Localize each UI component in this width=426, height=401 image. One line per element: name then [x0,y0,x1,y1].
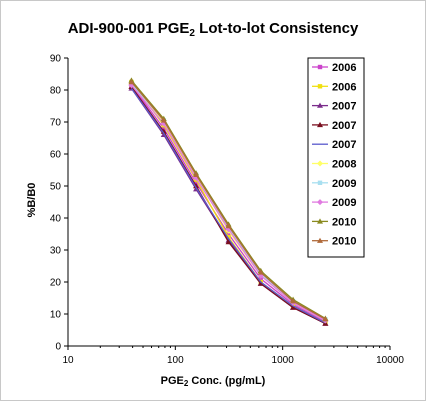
data-point [290,304,297,310]
y-tick-label: 30 [50,246,62,257]
legend-swatch-marker [317,237,323,243]
x-tick-label: 1000 [272,355,295,366]
series-line [130,86,326,325]
legend-swatch-marker [317,199,323,206]
legend-swatch-marker [317,102,323,108]
series-2007-4 [130,88,326,324]
legend: 2006 2006 2007 2007 2007 2008 2009 2009 2010 2010 [307,57,365,258]
x-axis-label: PGE2 Conc. (pg/mL) [0,375,426,388]
y-tick-label: 0 [55,342,61,353]
y-axis-label: %B/B0 [26,183,38,218]
y-tick-label: 80 [50,86,62,97]
y-tick-label: 70 [50,118,62,129]
legend-label: 2007 [332,139,356,151]
legend-label: 2009 [332,178,356,190]
legend-swatch-marker [317,64,323,70]
data-point [258,276,263,281]
chart-title: ADI-900-001 PGE2 Lot-to-lot Consistency [0,20,426,39]
data-point [193,171,200,177]
x-tick-label: 10 [62,355,74,366]
y-tick-label: 50 [50,182,62,193]
legend-swatch-marker [317,180,323,185]
data-point [225,223,232,229]
y-tick-label: 60 [50,150,62,161]
legend-swatch-marker [317,160,323,167]
series-line [130,88,326,324]
legend-label: 2007 [332,120,356,132]
x-tick-label: 100 [167,355,184,366]
chart-title-suffix: Lot-to-lot Consistency [194,20,359,37]
legend-item: 2009 [312,197,356,209]
legend-label: 2008 [332,159,356,171]
legend-item: 2006 [312,81,356,93]
series-line [130,84,326,321]
chart-title-subscript: 2 [189,28,195,39]
series-2007-3 [128,83,329,326]
y-axis-ticks: 0 10 20 30 40 50 60 70 80 90 [50,54,68,353]
data-point [257,269,264,275]
data-point [322,316,329,322]
legend-label: 2007 [332,101,356,113]
legend-box [307,57,365,258]
legend-item: 2010 [312,236,356,248]
x-axis-label-prefix: PGE [160,375,184,387]
data-point [193,183,200,189]
legend-swatch-marker [317,218,323,224]
data-point [128,79,135,85]
data-point [160,128,167,134]
y-tick-label: 20 [50,278,62,289]
legend-label: 2009 [332,197,356,209]
legend-item: 2007 [312,120,356,132]
legend-item: 2007 [312,101,356,113]
legend-item: 2010 [312,216,356,228]
series-2010-9 [128,79,329,322]
data-point [193,180,199,185]
data-point [226,235,231,240]
legend-item: 2006 [312,62,356,74]
data-point [257,280,264,286]
legend-swatch-marker [317,121,323,128]
legend-label: 2010 [332,236,356,248]
x-axis-label-suffix: Conc. (pg/mL) [188,375,266,387]
series-line [130,81,326,320]
data-point [161,126,166,131]
legend-swatch-marker [317,84,323,89]
y-tick-label: 90 [50,54,62,65]
legend-label: 2006 [332,62,356,74]
x-tick-label: 10000 [376,355,404,366]
legend-item: 2008 [312,159,356,171]
legend-item: 2009 [312,178,356,190]
x-axis-label-subscript: 2 [183,379,189,388]
chart-title-prefix: ADI-900-001 PGE [67,20,190,37]
y-tick-label: 40 [50,214,62,225]
y-tick-label: 10 [50,310,62,321]
data-point [290,298,297,304]
x-axis-ticks: 10 100 1000 10000 [62,346,404,366]
series-layer [128,77,329,326]
legend-item: 2007 [312,139,356,151]
data-point [225,239,232,245]
legend-label: 2006 [332,81,356,93]
data-point [160,117,167,123]
legend-label: 2010 [332,216,356,228]
data-point [226,231,231,237]
